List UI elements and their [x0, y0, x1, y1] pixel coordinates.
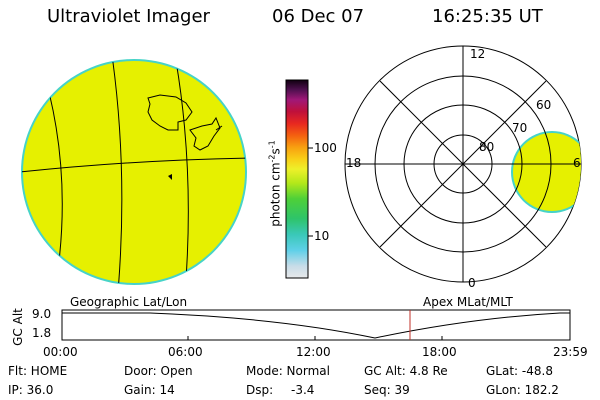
status-dsp: Dsp:	[246, 383, 274, 397]
alt-xtick-0000: 00:00	[43, 345, 78, 359]
colorbar-unit-s: s	[268, 148, 283, 155]
colorbar-unit-text: photon cm	[268, 162, 283, 227]
status-glon: GLon: 182.2	[486, 383, 559, 397]
alt-xtick-1200: 12:00	[296, 345, 331, 359]
earth-image	[21, 59, 247, 285]
date-label: 06 Dec 07	[272, 6, 365, 27]
colorbar-unit-exp1: -2	[267, 154, 277, 163]
polar-mlt-0: 0	[468, 276, 476, 290]
colorbar-unit-label: photon cm-2s-1	[268, 109, 283, 259]
status-filter: Flt: HOME	[8, 364, 68, 378]
polar-mlt-6: 6	[573, 156, 581, 170]
status-ip: IP: 36.0	[8, 383, 54, 397]
polar-mlt-18: 18	[346, 156, 362, 170]
colorbar-tick-10: 10	[314, 229, 330, 243]
status-gain: Gain: 14	[124, 383, 175, 397]
status-gc-alt: GC Alt: 4.8 Re	[364, 364, 448, 378]
polar-lat-60: 60	[536, 98, 552, 112]
polar-mlt-12: 12	[470, 47, 486, 61]
gc-alt-axis-label: GC Alt	[11, 308, 25, 346]
geographic-coords-label: Geographic Lat/Lon	[70, 295, 188, 309]
altitude-panel	[61, 309, 571, 341]
status-dsp-value: -3.4	[291, 383, 315, 397]
alt-ytick-low: 1.8	[32, 326, 52, 340]
color-bar	[285, 79, 313, 279]
status-mode: Mode: Normal	[246, 364, 330, 378]
apex-coords-label: Apex MLat/MLT	[423, 295, 513, 309]
app-title: Ultraviolet Imager	[47, 6, 210, 27]
alt-ytick-high: 9.0	[32, 307, 52, 321]
time-label: 16:25:35 UT	[432, 6, 543, 27]
alt-xtick-2359: 23:59	[553, 345, 588, 359]
status-glat: GLat: -48.8	[486, 364, 553, 378]
status-door: Door: Open	[124, 364, 193, 378]
polar-plot	[344, 45, 582, 283]
colorbar-tick-100: 100	[314, 141, 337, 155]
colorbar-unit-exp2: -1	[267, 140, 277, 149]
status-seq: Seq: 39	[364, 383, 410, 397]
polar-lat-80: 80	[479, 140, 495, 154]
alt-xtick-1800: 18:00	[422, 345, 457, 359]
alt-xtick-0600: 06:00	[168, 345, 203, 359]
polar-lat-70: 70	[512, 121, 528, 135]
